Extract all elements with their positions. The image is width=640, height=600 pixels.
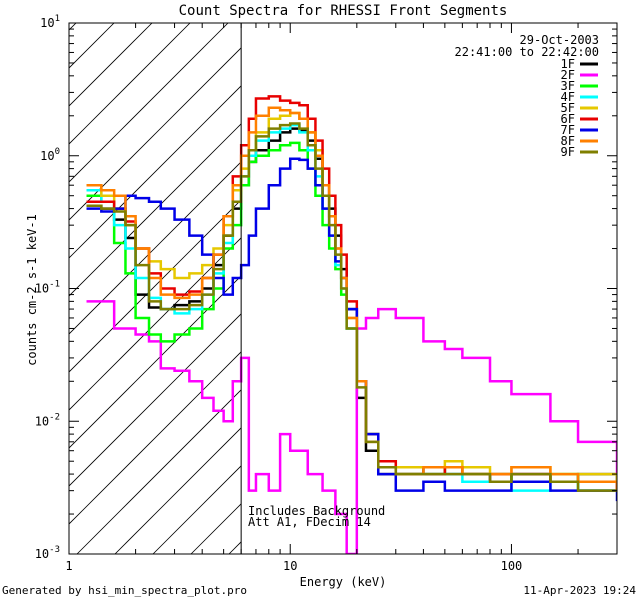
hatch-line: [69, 123, 242, 297]
x-axis-label: Energy (keV): [300, 575, 387, 589]
y-tick-base: 10: [35, 414, 49, 428]
legend-label-6f: 6F: [561, 112, 575, 126]
series-line-2f: [86, 300, 617, 554]
x-tick-label: 100: [501, 559, 523, 573]
y-tick-base: 10: [40, 16, 54, 30]
y-axis-label: counts cm-2 s-1 keV-1: [25, 214, 39, 366]
timestamp-label: 11-Apr-2023 19:24: [523, 584, 636, 597]
legend-label-4f: 4F: [561, 90, 575, 104]
hatch-line: [69, 237, 242, 411]
y-tick-base: 10: [40, 149, 54, 163]
series-line-9f: [86, 122, 617, 492]
legend-label-8f: 8F: [561, 134, 575, 148]
y-tick-label: 10-1: [35, 280, 60, 296]
hatch-line: [69, 23, 115, 69]
hatch-line: [114, 427, 242, 554]
y-tick-label: 10-3: [35, 545, 60, 561]
hatch-line: [69, 23, 77, 31]
y-tick-label: 100: [40, 147, 60, 163]
hatch-line: [69, 47, 242, 221]
y-tick-exp: 1: [55, 14, 60, 24]
generated-by-label: Generated by hsi_min_spectra_plot.pro: [2, 584, 247, 597]
attenuator-note: Att A1, FDecim 14: [248, 515, 371, 529]
legend-label-9f: 9F: [561, 145, 575, 159]
hatch-line: [0, 0, 107, 554]
x-tick-label: 1: [65, 559, 72, 573]
hatched-region: [0, 0, 640, 554]
y-tick-exp: -3: [49, 545, 60, 555]
hatch-line: [76, 389, 242, 554]
hatch-line: [267, 0, 640, 554]
y-tick-labels: 10-3 10-2 10-1 100 101: [35, 14, 60, 561]
y-tick-exp: -2: [49, 412, 60, 422]
hatch-line: [69, 199, 242, 373]
hatch-line: [69, 85, 242, 259]
legend-label-5f: 5F: [561, 101, 575, 115]
y-tick-exp: 0: [55, 147, 60, 157]
legend-label-7f: 7F: [561, 123, 575, 137]
background-note: Includes Background: [248, 504, 385, 518]
hatch-line: [69, 23, 229, 183]
hatch-line: [69, 351, 242, 525]
hatch-line: [228, 541, 242, 554]
axis-ticks: [68, 22, 618, 555]
y-tick-base: 10: [35, 547, 49, 561]
x-tick-labels: 1 10 100: [65, 559, 522, 573]
hatch-line: [69, 23, 153, 107]
y-tick-label: 101: [40, 14, 60, 30]
time-range-label: 22:41:00 to 22:42:00: [455, 45, 600, 59]
hatch-line: [305, 0, 640, 554]
series-group: [86, 95, 617, 554]
legend-label-2f: 2F: [561, 68, 575, 82]
series-line-7f: [86, 157, 617, 502]
y-tick-exp: -1: [49, 280, 60, 290]
legend-label-1f: 1F: [561, 57, 575, 71]
series-line-8f: [86, 106, 617, 491]
legend-label-3f: 3F: [561, 79, 575, 93]
chart-title: Count Spectra for RHESSI Front Segments: [179, 3, 508, 19]
x-tick-label: 10: [283, 559, 297, 573]
y-tick-base: 10: [35, 282, 49, 296]
hatch-line: [69, 313, 242, 487]
hatch-line: [343, 0, 640, 554]
y-tick-label: 10-2: [35, 412, 60, 428]
date-label: 29-Oct-2003: [520, 33, 599, 47]
hatch-line: [69, 23, 191, 145]
